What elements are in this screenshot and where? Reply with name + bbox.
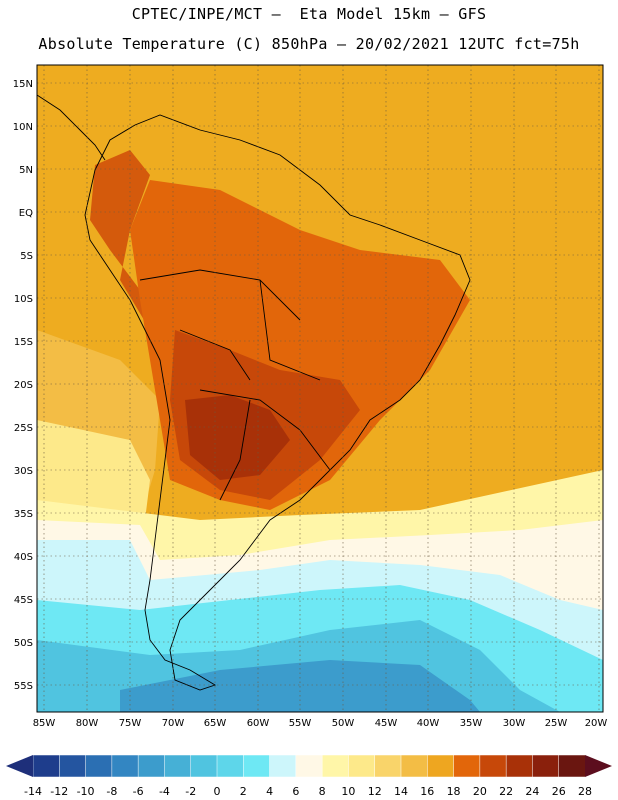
colorbar-swatches	[32, 754, 586, 778]
colorbar-right-arrow	[585, 755, 612, 777]
lon-label: 45W	[375, 718, 398, 729]
temperature-colorbar: -14 -12 -10 -8 -6 -4 -2 0 2 4 6 8 10 12 14 16 18 20 22 24 26…	[6, 754, 612, 798]
longitude-labels: 85W 80W 75W 70W 65W 60W 55W 50W 45W 40W …	[33, 718, 608, 729]
colorbar-swatch	[59, 754, 87, 778]
lat-label: 55S	[14, 681, 33, 692]
lon-label: 60W	[247, 718, 270, 729]
lat-label: 35S	[14, 509, 33, 520]
lat-label: 10S	[14, 294, 33, 305]
lon-label: 65W	[204, 718, 227, 729]
colorbar-label: 0	[214, 785, 221, 798]
map-frame	[36, 64, 604, 713]
colorbar-swatch	[216, 754, 244, 778]
lon-label: 55W	[289, 718, 312, 729]
colorbar-swatch	[295, 754, 323, 778]
lon-label: 50W	[332, 718, 355, 729]
colorbar-swatch	[505, 754, 533, 778]
colorbar-label: -8	[106, 785, 117, 798]
internal-borders	[139, 269, 331, 501]
hottest-core	[185, 395, 290, 480]
colorbar-swatch	[348, 754, 376, 778]
lat-label: 5S	[20, 251, 33, 262]
colorbar-label: -6	[133, 785, 144, 798]
lon-label: 25W	[545, 718, 568, 729]
lat-label: 25S	[14, 423, 33, 434]
temperature-map: 15N 10N 5N EQ 5S 10S 15S 20S 25S 30S 35S…	[13, 64, 608, 729]
lat-label: 20S	[14, 380, 33, 391]
lon-label: 85W	[33, 718, 56, 729]
colorbar-label: 16	[420, 785, 434, 798]
colorbar-label: 28	[578, 785, 592, 798]
colorbar-swatch	[427, 754, 455, 778]
colorbar-label: -12	[50, 785, 68, 798]
colorbar-swatch	[164, 754, 192, 778]
colorbar-swatch	[479, 754, 507, 778]
colorbar-label: 22	[499, 785, 513, 798]
colorbar-swatch	[111, 754, 139, 778]
colorbar-swatch	[85, 754, 113, 778]
lat-label: 15S	[14, 337, 33, 348]
colorbar-label: 18	[447, 785, 461, 798]
colorbar-label: 20	[473, 785, 487, 798]
colorbar-left-arrow	[6, 755, 33, 777]
colorbar-label: 24	[525, 785, 539, 798]
lat-label: 30S	[14, 466, 33, 477]
colorbar-label: -4	[159, 785, 170, 798]
map-title-line2: Absolute Temperature (C) 850hPa – 20/02/…	[38, 35, 580, 53]
colorbar-label: 12	[368, 785, 382, 798]
colorbar-label: 2	[240, 785, 247, 798]
lon-label: 20W	[585, 718, 608, 729]
central-america-outline	[36, 94, 106, 161]
colorbar-swatch	[269, 754, 297, 778]
lon-label: 30W	[503, 718, 526, 729]
colorbar-label: 6	[292, 785, 299, 798]
south-america-outline	[84, 114, 471, 691]
lat-label: 5N	[19, 165, 33, 176]
lon-label: 80W	[76, 718, 99, 729]
colorbar-swatch	[190, 754, 218, 778]
colorbar-swatch	[243, 754, 271, 778]
lat-label: EQ	[19, 208, 33, 219]
map-title-line1: CPTEC/INPE/MCT – Eta Model 15km – GFS	[131, 5, 487, 23]
colorbar-swatch	[321, 754, 349, 778]
colorbar-swatch	[400, 754, 428, 778]
colorbar-label: 14	[394, 785, 408, 798]
colorbar-swatch	[558, 754, 586, 778]
colorbar-labels: -14 -12 -10 -8 -6 -4 -2 0 2 4 6 8 10 12 14 16 18 20 22 24 26…	[24, 785, 592, 798]
colorbar-swatch	[137, 754, 165, 778]
colorbar-swatch	[374, 754, 402, 778]
lat-label: 15N	[13, 79, 33, 90]
colorbar-label: 4	[266, 785, 273, 798]
colorbar-label: 10	[341, 785, 355, 798]
latitude-labels: 15N 10N 5N EQ 5S 10S 15S 20S 25S 30S 35S…	[13, 79, 33, 692]
lon-label: 70W	[162, 718, 185, 729]
colorbar-label: -10	[77, 785, 95, 798]
colorbar-swatch	[532, 754, 560, 778]
andes-warm-band	[90, 150, 150, 330]
lat-label: 10N	[13, 122, 33, 133]
lon-label: 35W	[460, 718, 483, 729]
colorbar-label: 26	[552, 785, 566, 798]
colorbar-swatch	[453, 754, 481, 778]
lat-label: 45S	[14, 595, 33, 606]
lat-label: 50S	[14, 638, 33, 649]
lon-label: 40W	[417, 718, 440, 729]
map-field	[37, 65, 603, 712]
lat-label: 40S	[14, 552, 33, 563]
colorbar-label: 8	[319, 785, 326, 798]
colorbar-swatch	[32, 754, 60, 778]
colorbar-label: -2	[185, 785, 196, 798]
colorbar-label: -14	[24, 785, 42, 798]
lon-label: 75W	[119, 718, 142, 729]
coastline	[36, 94, 471, 691]
